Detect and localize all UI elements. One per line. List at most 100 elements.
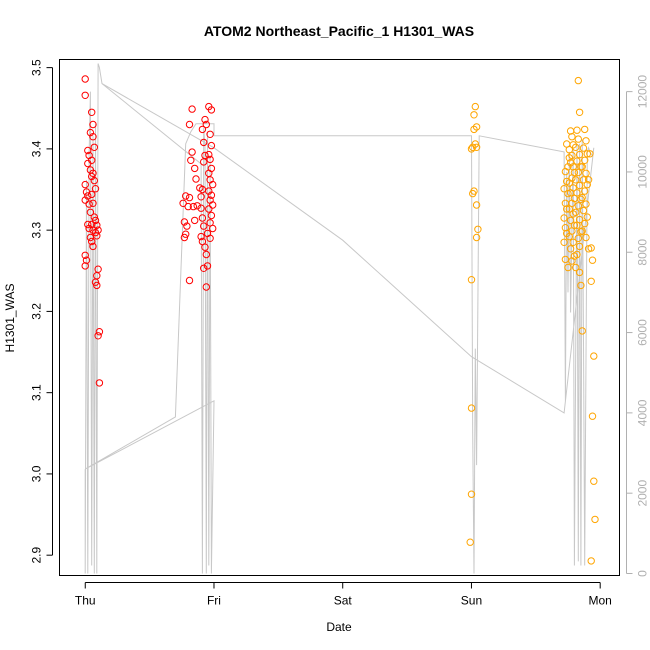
- data-point: [81, 251, 89, 260]
- data-point: [90, 176, 99, 185]
- data-point: [579, 206, 588, 215]
- altitude-line: [84, 63, 595, 574]
- data-point: [577, 195, 585, 204]
- data-point: [572, 263, 580, 272]
- data-point: [565, 179, 573, 187]
- data-point: [89, 242, 97, 251]
- data-point: [584, 176, 593, 184]
- data-point: [560, 238, 568, 247]
- data-point: [472, 123, 481, 131]
- data-point: [467, 276, 476, 284]
- data-point: [81, 91, 89, 100]
- data-point: [568, 133, 576, 141]
- secondary-y-tick-label: 12000: [636, 75, 650, 109]
- data-point: [566, 216, 575, 225]
- data-point: [89, 169, 97, 178]
- data-point: [192, 175, 200, 183]
- data-point: [583, 180, 591, 189]
- data-point: [88, 108, 96, 117]
- y-axis: 2.9 3.0 3.1 3.2 3.3 3.4 3.5: [30, 59, 53, 564]
- data-point: [569, 141, 577, 149]
- data-point: [188, 148, 196, 156]
- secondary-y-tick-label: 0: [636, 570, 650, 577]
- data-point: [578, 227, 586, 235]
- data-point: [93, 272, 101, 280]
- data-point: [581, 156, 589, 165]
- data-point: [180, 218, 189, 226]
- altitude-line-layer: [84, 63, 595, 574]
- data-point: [573, 221, 581, 230]
- data-point: [91, 185, 100, 193]
- data-point: [81, 75, 89, 83]
- data-point: [568, 151, 576, 160]
- y-tick-label: 3.4: [30, 140, 44, 157]
- data-point: [575, 108, 584, 117]
- chart-title: ATOM2 Northeast_Pacific_1 H1301_WAS: [204, 23, 474, 39]
- data-point: [91, 228, 100, 237]
- data-point: [572, 143, 580, 152]
- data-point: [182, 230, 190, 238]
- data-point: [575, 150, 584, 159]
- y-axis-label: H1301_WAS: [3, 284, 17, 353]
- data-point: [85, 224, 93, 233]
- x-axis: Thu Fri Sat Sun Mon: [75, 582, 612, 608]
- data-point: [88, 190, 96, 199]
- data-point: [582, 137, 590, 145]
- data-point: [81, 196, 89, 204]
- data-point: [590, 477, 598, 485]
- x-tick-label: Sun: [461, 594, 482, 608]
- data-point: [579, 144, 588, 152]
- data-point: [185, 120, 194, 129]
- y-tick-label: 2.9: [30, 547, 44, 564]
- data-point: [574, 76, 582, 85]
- data-point: [472, 143, 481, 152]
- data-point: [207, 141, 216, 150]
- y-tick-label: 3.0: [30, 465, 44, 482]
- data-point: [93, 232, 101, 240]
- data-point: [89, 133, 97, 141]
- data-point: [209, 180, 217, 189]
- data-point: [179, 199, 187, 208]
- data-point: [470, 111, 478, 119]
- plot-area: [59, 59, 620, 576]
- data-point: [206, 130, 214, 139]
- data-point: [583, 150, 591, 158]
- data-point: [191, 216, 199, 225]
- secondary-y-tick-label: 2000: [636, 480, 650, 507]
- data-point: [185, 276, 194, 285]
- data-point: [467, 404, 476, 412]
- data-point: [201, 243, 209, 251]
- data-point: [588, 256, 597, 264]
- x-tick-label: Fri: [207, 594, 221, 608]
- data-point: [568, 257, 576, 265]
- data-point: [565, 232, 573, 241]
- data-point: [572, 176, 580, 184]
- x-axis-label: Date: [326, 620, 352, 634]
- data-point: [587, 557, 595, 565]
- y-tick-label: 3.3: [30, 221, 44, 238]
- secondary-y-tick-label: 8000: [636, 239, 650, 266]
- data-point: [200, 222, 208, 230]
- data-point: [472, 201, 481, 209]
- data-point: [89, 120, 97, 129]
- data-point: [564, 263, 572, 272]
- data-point: [187, 156, 195, 165]
- data-point: [207, 164, 216, 173]
- data-point: [84, 192, 92, 200]
- data-point: [201, 115, 209, 124]
- data-point: [200, 264, 208, 272]
- data-point: [95, 328, 104, 336]
- data-point: [206, 155, 214, 164]
- data-point: [469, 143, 477, 152]
- y-tick-label: 3.1: [30, 384, 44, 401]
- data-point: [205, 169, 213, 178]
- data-point: [182, 192, 190, 200]
- data-point: [469, 189, 477, 198]
- y-tick-label: 3.2: [30, 303, 44, 320]
- secondary-y-tick-label: 4000: [636, 399, 650, 426]
- data-point: [81, 180, 89, 189]
- data-point: [91, 216, 100, 225]
- data-point: [471, 102, 479, 111]
- data-point: [84, 220, 92, 229]
- data-point: [575, 268, 584, 277]
